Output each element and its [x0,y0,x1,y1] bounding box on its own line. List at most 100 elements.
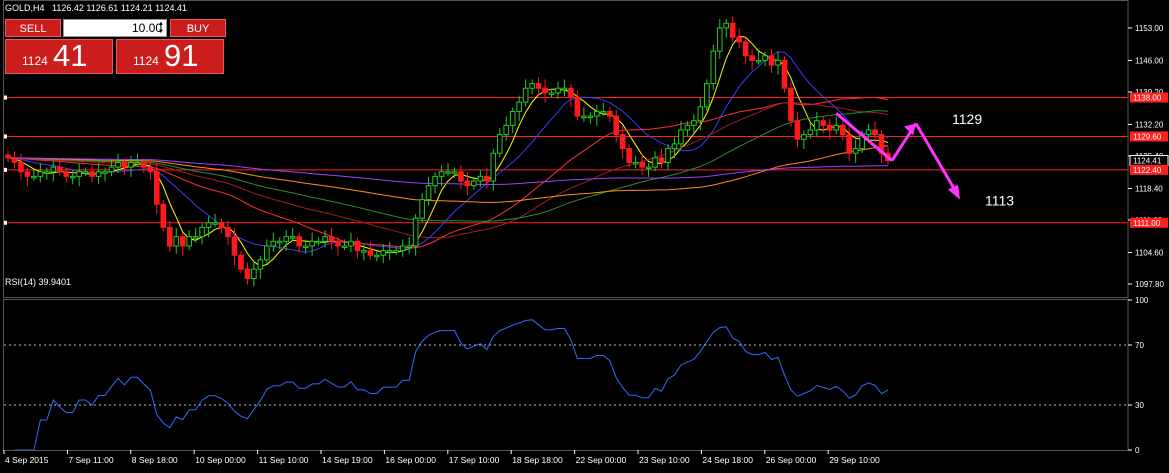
candle [154,162,160,214]
candle-body [374,254,380,258]
candle [419,193,425,223]
candle-body [31,175,37,179]
candle-body [11,157,18,163]
time-axis-label: 18 Sep 18:00 [512,455,563,465]
candle-body [192,236,199,239]
buy-price-box[interactable]: 1124 91 [116,38,224,74]
candle [775,51,781,75]
moving-average-line [7,102,889,239]
candle [141,158,147,174]
candle [671,137,678,159]
candle [826,118,833,140]
time-axis-label: 29 Sep 10:00 [829,455,880,465]
time-axis-label: 22 Sep 00:00 [576,455,627,465]
candle-body [367,250,374,256]
candle-body [788,87,794,122]
candle [626,144,632,167]
price-tag-label: 1111.00 [1133,219,1161,228]
candle [302,239,309,254]
candle [18,153,24,180]
candle-body [704,83,710,108]
candle [270,232,277,252]
candle [82,167,89,176]
candle-body [315,240,322,244]
candle [289,227,296,241]
price-axis-label: 1132.20 [1135,120,1164,129]
sell-button[interactable]: SELL [5,19,61,37]
candle-body [425,185,432,201]
candle [684,121,691,137]
candle-body [568,87,574,99]
candle [380,244,387,264]
candle-body [445,171,451,174]
candle [335,237,341,256]
lot-size-input[interactable] [63,19,167,37]
candle [166,220,173,252]
candle-body [95,171,102,177]
candle [704,79,710,111]
candle [568,84,574,108]
moving-average-line [7,96,889,249]
chart-ohlc-label: 1126.42 1126.61 1124.21 1124.41 [52,3,187,13]
target-annotation: 1129 [952,111,982,127]
candle [69,169,76,185]
time-axis-label: 14 Sep 19:00 [322,455,373,465]
buy-price-prefix: 1124 [133,54,159,68]
moving-average-line [7,145,889,203]
candle-body [451,171,458,174]
candle [742,37,749,64]
candle [348,232,354,252]
price-tag-label: 1124.41 [1133,157,1162,166]
candle [814,111,820,137]
candle [205,216,212,238]
candle [50,160,57,182]
candle-body [852,148,859,154]
price-tag-label: 1138.00 [1133,94,1162,103]
sell-price-prefix: 1124 [22,54,48,68]
candle-body [619,134,626,150]
candle [76,162,82,187]
candle-body [18,161,24,173]
candle-body [134,161,141,165]
candle [639,153,645,175]
candle-body [108,166,115,173]
candle-body [341,245,348,248]
candle-body [509,110,516,126]
candle-body [121,161,128,168]
candle-body [56,166,63,173]
forecast-arrows-layer: 1129 1113 [835,111,1014,208]
candle-body [212,222,218,225]
candle-body [432,175,438,187]
candle [484,167,490,189]
candle [173,227,180,254]
sell-price-box[interactable]: 1124 41 [5,38,113,74]
candle [264,239,270,265]
candle-body [723,22,730,29]
candle-body [471,180,477,187]
sell-price-pips: 41 [53,38,88,73]
candle-body [289,236,296,239]
level-handle [3,167,7,172]
candle-body [399,245,406,252]
moving-average-line [7,35,889,267]
candle-body [814,120,820,131]
forecast-arrowhead-up [904,123,916,136]
candle-body [826,124,833,131]
candle [393,246,400,255]
candle-body [639,161,645,168]
candle [723,19,730,38]
candle-body [762,55,768,61]
candle [354,237,361,259]
lot-stepper-icon[interactable]: ▲ ▼ [158,21,164,35]
forecast-arrow-down-1 [835,112,893,162]
candle-body [496,134,503,154]
candle-body [115,161,121,168]
rsi-label: RSI(14) 39.9401 [5,277,71,287]
candle [652,151,658,172]
buy-button[interactable]: BUY [170,19,226,37]
candle-body [678,129,684,145]
candle [529,79,535,95]
candle [315,237,322,246]
candle [186,230,192,251]
